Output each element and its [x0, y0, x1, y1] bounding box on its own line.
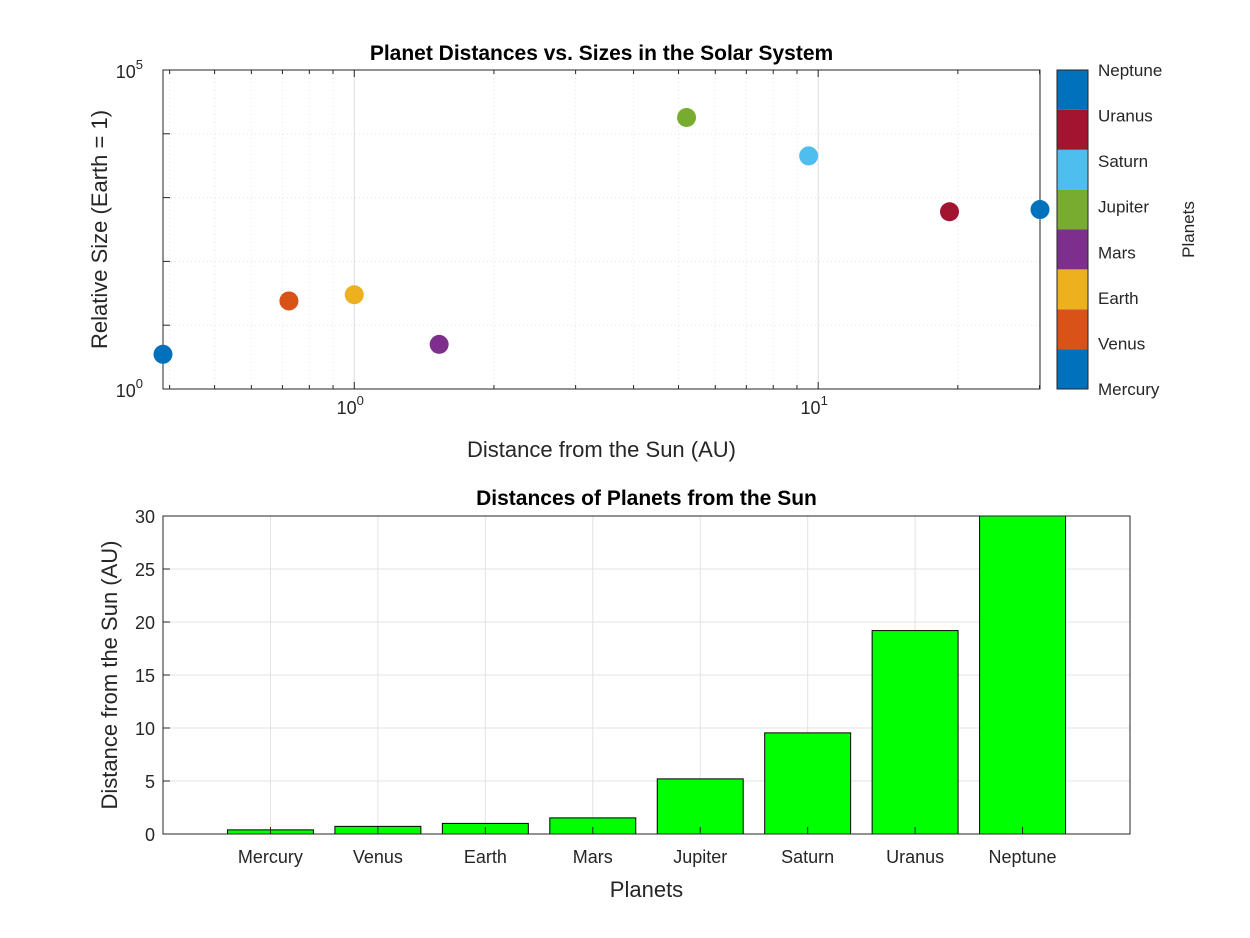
bar-y-tick-label: 15	[135, 666, 155, 686]
scatter-grid	[163, 69, 1041, 390]
bar-chart: 0 5 10 15 20 25 30 Mercury Venus Earth Mars Jupiter…	[97, 487, 1131, 902]
y-tick-label: 100	[116, 376, 143, 401]
bar-saturn	[764, 732, 852, 835]
colorbar-tick-label: Earth	[1098, 289, 1139, 308]
colorbar-segment-mercury	[1057, 349, 1088, 389]
colorbar-tick-label: Saturn	[1098, 152, 1148, 171]
scatter-point-uranus	[940, 202, 960, 222]
bar-y-tick-label: 5	[145, 772, 155, 792]
bar-x-axis-label: Planets	[610, 877, 683, 902]
colorbar-tick-label: Mercury	[1098, 380, 1160, 399]
bar-neptune	[979, 515, 1067, 835]
colorbar-frame	[1056, 69, 1089, 390]
colorbar-segment-saturn	[1057, 149, 1088, 190]
bar-y-tick-label: 0	[145, 825, 155, 845]
bar-y-tick-label: 30	[135, 507, 155, 527]
scatter-chart: 100 101 100 105 Planet Distances vs. Sizes …	[87, 42, 1050, 462]
colorbar: Mercury Venus Earth Mars Jupiter Saturn Uranus…	[1056, 61, 1198, 399]
colorbar-tick-label: Mars	[1098, 243, 1136, 262]
bar-x-tick-label: Venus	[353, 847, 403, 867]
colorbar-segment-venus	[1057, 309, 1088, 350]
colorbar-tick-label: Venus	[1098, 334, 1145, 353]
bar-y-axis-label: Distance from the Sun (AU)	[97, 541, 122, 810]
bar-y-tick-label: 25	[135, 560, 155, 580]
scatter-point-neptune	[1030, 200, 1050, 220]
x-tick-label: 101	[801, 393, 828, 418]
bar-title: Distances of Planets from the Sun	[476, 487, 817, 510]
colorbar-segment-neptune	[1057, 70, 1088, 110]
colorbar-tick-label: Neptune	[1098, 61, 1162, 80]
bar-y-tick-label: 10	[135, 719, 155, 739]
bar-x-tick-label: Neptune	[989, 847, 1057, 867]
bar-x-tick-label: Earth	[464, 847, 507, 867]
scatter-point-venus	[279, 291, 299, 311]
scatter-point-earth	[344, 285, 364, 305]
colorbar-segment-mars	[1057, 229, 1088, 270]
scatter-point-mercury	[153, 344, 173, 364]
scatter-axes-frame	[162, 69, 1041, 390]
scatter-point-mars	[429, 334, 449, 354]
bar-x-tick-label: Mercury	[238, 847, 303, 867]
bar-x-tick-label: Jupiter	[673, 847, 727, 867]
bar-uranus	[871, 630, 959, 835]
scatter-x-axis-label: Distance from the Sun (AU)	[467, 437, 736, 462]
scatter-y-axis-label: Relative Size (Earth = 1)	[87, 110, 112, 349]
colorbar-label: Planets	[1179, 201, 1198, 258]
scatter-ticks: 100 101 100 105	[116, 57, 1041, 418]
bar-x-tick-label: Saturn	[781, 847, 834, 867]
scatter-point-saturn	[799, 146, 819, 166]
colorbar-tick-label: Jupiter	[1098, 198, 1149, 217]
bar-jupiter	[656, 778, 744, 835]
colorbar-segment-jupiter	[1057, 189, 1088, 230]
bar-x-tick-label: Uranus	[886, 847, 944, 867]
colorbar-tick-labels: Mercury Venus Earth Mars Jupiter Saturn Uranus…	[1098, 61, 1162, 399]
colorbar-segment-uranus	[1057, 109, 1088, 150]
scatter-point-jupiter	[677, 108, 697, 128]
scatter-title: Planet Distances vs. Sizes in the Solar …	[370, 42, 833, 65]
y-tick-label: 105	[116, 57, 143, 82]
colorbar-segments	[1057, 70, 1088, 389]
bar-ticks: 0 5 10 15 20 25 30 Mercury Venus Earth Mars Jupiter…	[135, 507, 1057, 867]
bar-y-tick-label: 20	[135, 613, 155, 633]
colorbar-tick-label: Uranus	[1098, 107, 1153, 126]
x-tick-label: 100	[337, 393, 364, 418]
scatter-points	[153, 108, 1050, 364]
colorbar-segment-earth	[1057, 269, 1088, 310]
bar-x-tick-label: Mars	[573, 847, 613, 867]
bar-series	[226, 515, 1067, 835]
